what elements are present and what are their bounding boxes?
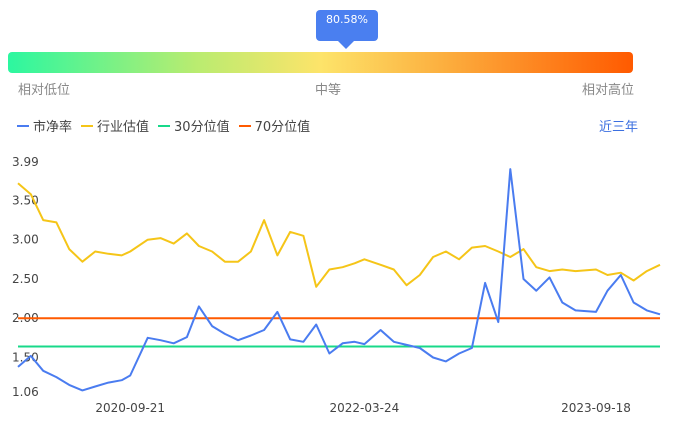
legend-item-pb[interactable]: 市净率 (17, 116, 72, 135)
y-tick-label: 1.50 (12, 350, 39, 364)
chart-series (17, 168, 661, 392)
percentile-label: 80.58% (326, 13, 368, 26)
legend-item-p70[interactable]: 70分位值 (238, 116, 311, 135)
legend-swatch-pb (17, 124, 29, 127)
x-tick-label: 2022-03-24 (330, 401, 400, 415)
legend-swatch-industry (81, 124, 94, 127)
legend-label-p30: 30分位值 (174, 120, 230, 135)
low-label: 相对低位 (18, 83, 71, 98)
range-three-years-button[interactable]: 近三年 (599, 120, 639, 135)
legend-swatch-p70 (238, 124, 251, 127)
y-tick-label: 3.99 (12, 155, 39, 169)
y-tick-label: 3.00 (12, 233, 39, 247)
y-tick-label: 1.06 (12, 385, 39, 399)
legend-label-p70: 70分位值 (254, 120, 311, 135)
legend-swatch-p30 (158, 124, 171, 127)
legend-label-pb: 市净率 (33, 120, 73, 135)
industry-valuation-line (17, 182, 661, 288)
x-axis-ticks: 2020-09-21 2022-03-24 2023-09-18 (95, 401, 631, 415)
pb-ratio-line (17, 168, 661, 392)
x-tick-label: 2020-09-21 (95, 401, 165, 415)
y-axis-ticks: 3.993.503.002.502.001.501.06 (12, 155, 39, 399)
legend-label-industry: 行业估值 (97, 120, 150, 135)
mid-label: 中等 (315, 83, 342, 98)
percentile-bubble: 80.58% (316, 10, 378, 49)
y-tick-label: 2.50 (12, 272, 39, 286)
legend-item-industry[interactable]: 行业估值 (81, 116, 149, 135)
x-tick-label: 2023-09-18 (561, 401, 631, 415)
chart-legend: 市净率 行业估值 30分位值 70分位值 (17, 116, 319, 135)
legend-item-p30[interactable]: 30分位值 (158, 116, 230, 135)
percentile-gradient-bar (8, 52, 633, 73)
high-label: 相对高位 (582, 83, 635, 98)
